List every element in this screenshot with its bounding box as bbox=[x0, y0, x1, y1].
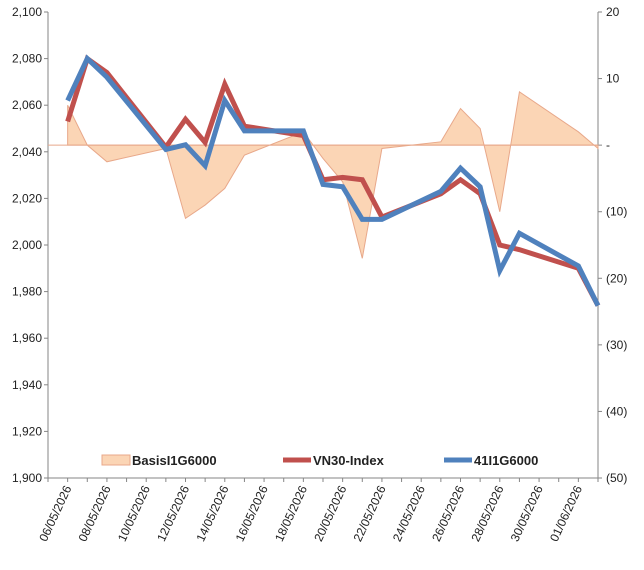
y-tick-label: 2,000 bbox=[12, 238, 42, 252]
x-tick-label: 22/05/2026 bbox=[351, 483, 389, 544]
y-tick-label: 2,080 bbox=[12, 52, 42, 66]
y-tick-label: 2,060 bbox=[12, 98, 42, 112]
x-tick-label: 12/05/2026 bbox=[154, 483, 192, 544]
y-tick-label: 2,100 bbox=[12, 5, 42, 19]
y-tick-label: 1,900 bbox=[12, 471, 42, 485]
x-tick-label: 26/05/2026 bbox=[429, 483, 467, 544]
y-tick-label: 2,020 bbox=[12, 191, 42, 205]
y2-tick-label: (50) bbox=[606, 471, 627, 485]
y2-tick-label: (40) bbox=[606, 404, 627, 418]
legend-label: BasisI1G6000 bbox=[132, 453, 217, 468]
legend-item: BasisI1G6000 bbox=[102, 453, 217, 468]
x-tick-label: 08/05/2026 bbox=[76, 483, 114, 544]
x-tick-label: 06/05/2026 bbox=[36, 483, 74, 544]
legend-label: 41I1G6000 bbox=[474, 453, 538, 468]
y2-tick-label: - bbox=[606, 138, 610, 152]
y-tick-label: 2,040 bbox=[12, 145, 42, 159]
y2-tick-label: 10 bbox=[606, 72, 620, 86]
x-tick-label: 14/05/2026 bbox=[193, 483, 231, 544]
x-tick-label: 28/05/2026 bbox=[468, 483, 506, 544]
x-tick-label: 10/05/2026 bbox=[115, 483, 153, 544]
legend-item: 41I1G6000 bbox=[444, 453, 538, 468]
y-tick-label: 1,940 bbox=[12, 378, 42, 392]
y2-tick-label: 20 bbox=[606, 5, 620, 19]
x-tick-label: 30/05/2026 bbox=[508, 483, 546, 544]
y-tick-label: 1,980 bbox=[12, 285, 42, 299]
x-tick-label: 24/05/2026 bbox=[390, 483, 428, 544]
y2-tick-label: (20) bbox=[606, 271, 627, 285]
x-tick-label: 20/05/2026 bbox=[311, 483, 349, 544]
legend-label: VN30-Index bbox=[313, 453, 385, 468]
y2-tick-label: (30) bbox=[606, 338, 627, 352]
y-tick-label: 1,920 bbox=[12, 424, 42, 438]
x-tick-label: 01/06/2026 bbox=[547, 483, 585, 544]
y-tick-label: 1,960 bbox=[12, 331, 42, 345]
legend-swatch bbox=[102, 455, 130, 465]
x-tick-label: 18/05/2026 bbox=[272, 483, 310, 544]
legend-item: VN30-Index bbox=[283, 453, 385, 468]
x-tick-label: 16/05/2026 bbox=[233, 483, 271, 544]
y2-tick-label: (10) bbox=[606, 205, 627, 219]
